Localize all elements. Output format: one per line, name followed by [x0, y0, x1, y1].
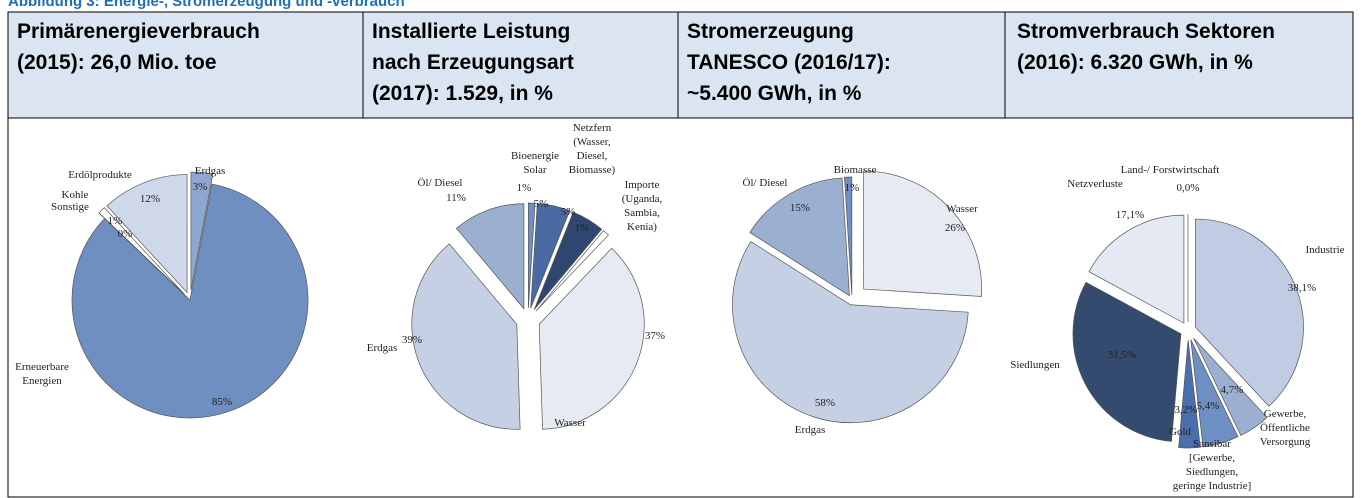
column-header: (2017): 1.529, in % — [372, 82, 553, 105]
slice-label: Wasser — [946, 203, 978, 215]
slice-label: Biomasse) — [569, 164, 616, 176]
pie-slice — [1088, 214, 1185, 324]
slice-label: Netzfern — [573, 122, 612, 134]
pie-slice — [190, 171, 214, 291]
slice-label: Energien — [22, 375, 62, 387]
value-label: 0% — [118, 228, 133, 240]
value-label: 1% — [517, 182, 532, 194]
pie-slice — [528, 202, 536, 309]
value-label: 3% — [193, 181, 208, 193]
pie-slice — [844, 176, 853, 296]
slice-label: Erdgas — [795, 424, 826, 436]
value-label: 39% — [402, 334, 422, 346]
slice-label: Sambia, — [624, 207, 660, 219]
pie-slice — [411, 243, 521, 430]
value-label: 17,1% — [1116, 209, 1144, 221]
pie-slice — [530, 203, 571, 309]
column-header: Stromverbrauch Sektoren — [1017, 20, 1275, 43]
column-header: TANESCO (2016/17): — [687, 51, 891, 74]
pie-slice — [1178, 339, 1201, 449]
pie-slice — [455, 203, 525, 310]
slice-label: Öl/ Diesel — [418, 177, 463, 189]
pie-slice — [106, 174, 188, 294]
slice-label: Bioenergie — [511, 150, 559, 162]
slice-label: Kohle — [62, 189, 89, 201]
column-header: Stromerzeugung — [687, 20, 854, 43]
pie-slice — [533, 211, 603, 310]
slice-label: Sonstige — [51, 201, 89, 213]
slice-label: Biomasse — [834, 164, 877, 176]
slice-label: Industrie — [1305, 244, 1344, 256]
value-label: 11% — [446, 192, 466, 204]
column-header: Primärenergieverbrauch — [17, 20, 260, 43]
value-label: 3,2% — [1175, 404, 1198, 416]
column-header: nach Erzeugungsart — [372, 51, 574, 74]
slice-label: Erdgas — [367, 342, 398, 354]
value-label: 38,1% — [1288, 282, 1316, 294]
slice-label: Öffentliche — [1260, 422, 1310, 434]
pie-slice — [749, 177, 850, 297]
pie-slice — [863, 170, 983, 297]
pie-slice — [1195, 218, 1304, 407]
slice-label: [Gewerbe, — [1189, 452, 1235, 464]
column-header: ~5.400 GWh, in % — [687, 82, 862, 105]
slice-label: Gold — [1169, 426, 1192, 438]
value-label: 31,5% — [1108, 349, 1136, 361]
pie-slice — [1072, 281, 1182, 442]
slice-label: Siedlungen, — [1186, 466, 1238, 478]
value-label: 26% — [945, 222, 965, 234]
slice-label: Erdölprodukte — [68, 169, 132, 181]
slice-label: Versorgung — [1260, 436, 1311, 448]
pie-slice — [98, 207, 185, 295]
slice-label: Erdgas — [195, 165, 226, 177]
slice-label: Netzverluste — [1067, 178, 1123, 190]
slice-label: Land-/ Forstwirtschaft — [1121, 164, 1220, 176]
pie-slice — [1193, 338, 1268, 436]
pie-slice — [71, 183, 309, 419]
column-header: (2016): 6.320 GWh, in % — [1017, 51, 1253, 74]
slice-label: Wasser — [554, 417, 586, 429]
value-label: 5% — [534, 198, 549, 210]
pie-slice — [1190, 339, 1239, 448]
slice-label: geringe Industrie] — [1173, 480, 1252, 492]
value-label: 5% — [561, 206, 576, 218]
column-header: Installierte Leistung — [372, 20, 570, 43]
slice-label: Importe — [625, 179, 660, 191]
slice-label: Öl/ Diesel — [743, 177, 788, 189]
value-label: 12% — [140, 193, 160, 205]
value-label: 0,0% — [1177, 182, 1200, 194]
caption: Abbildung 3: Energie-, Stromerzeugung un… — [8, 0, 405, 10]
value-label: 1% — [845, 182, 860, 194]
value-label: 5,4% — [1197, 400, 1220, 412]
pie-slice — [538, 247, 645, 430]
slice-label: Gewerbe, — [1264, 408, 1307, 420]
pie-slice — [732, 241, 969, 424]
value-label: 1% — [108, 215, 123, 227]
slice-label: Diesel, — [577, 150, 608, 162]
header-row — [7, 11, 1354, 119]
value-label: 58% — [815, 397, 835, 409]
slice-label: (Uganda, — [622, 193, 663, 205]
slice-label: (Wasser, — [573, 136, 611, 148]
slice-label: Erneuerbare — [15, 361, 69, 373]
value-label: 15% — [790, 202, 810, 214]
column-header: (2015): 26,0 Mio. toe — [17, 51, 217, 74]
value-label: 4,7% — [1221, 384, 1244, 396]
slice-label: Solar — [523, 164, 547, 176]
slice-label: Kenia) — [627, 221, 657, 233]
value-label: 1% — [575, 222, 590, 234]
slice-label: Sansibar — [1193, 438, 1231, 450]
pie-slice — [535, 230, 609, 312]
value-label: 37% — [645, 330, 665, 342]
value-label: 85% — [212, 396, 232, 408]
slice-label: Siedlungen — [1010, 359, 1060, 371]
